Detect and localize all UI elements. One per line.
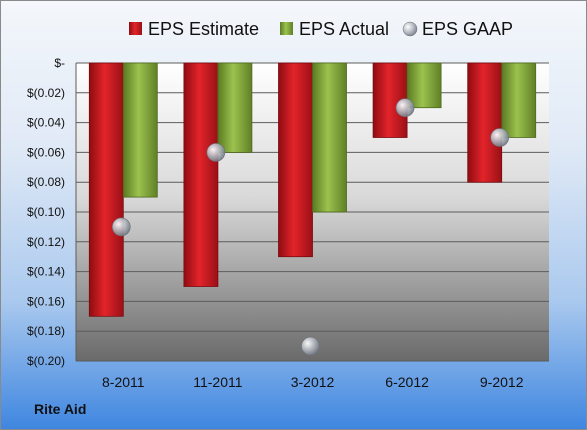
- y-tick-label: $(0.04): [27, 116, 65, 130]
- actual-bar: [312, 62, 347, 213]
- y-tick-label: $(0.20): [27, 354, 65, 368]
- y-tick-label: $(0.18): [27, 324, 65, 338]
- y-axis-ticks: $- $(0.02) $(0.04) $(0.06) $(0.08) $(0.10) $(0…: [27, 56, 65, 368]
- legend-label: EPS Actual: [299, 19, 389, 39]
- y-tick-label: $(0.14): [27, 265, 65, 279]
- y-tick-label: $-: [54, 56, 65, 70]
- x-tick-label: 3-2012: [291, 374, 335, 390]
- estimate-bar: [88, 62, 124, 317]
- x-tick-label: 11-2011: [193, 374, 243, 390]
- actual-bar: [406, 62, 442, 109]
- y-tick-label: $(0.08): [27, 175, 65, 189]
- y-tick-label: $(0.12): [27, 235, 65, 249]
- gaap-point: [395, 98, 415, 117]
- gaap-point: [112, 217, 131, 237]
- y-tick-label: $(0.02): [27, 86, 65, 100]
- y-tick-label: $(0.16): [27, 294, 65, 308]
- gaap-point: [490, 128, 510, 147]
- bars: [88, 62, 537, 317]
- y-tick-label: $(0.10): [27, 205, 65, 219]
- x-tick-label: 6-2012: [385, 374, 429, 390]
- estimate-bar: [183, 62, 219, 287]
- estimate-bar: [467, 62, 503, 183]
- actual-bar: [122, 62, 158, 198]
- gaap-points: [112, 98, 510, 356]
- x-axis-ticks: 8-2011 11-2011 3-2012 6-2012 9-2012: [102, 374, 524, 390]
- x-tick-label: 9-2012: [480, 374, 524, 390]
- y-tick-label: $(0.06): [27, 145, 65, 159]
- x-tick-label: 8-2011: [102, 374, 145, 390]
- legend-label: EPS Estimate: [148, 19, 259, 39]
- legend-label: EPS GAAP: [422, 19, 513, 39]
- legend-swatch: [129, 22, 142, 35]
- gaap-point: [206, 143, 226, 162]
- legend: EPS Estimate EPS Actual EPS GAAP: [129, 19, 513, 39]
- company-name: Rite Aid: [34, 401, 87, 417]
- legend-swatch: [402, 21, 418, 37]
- legend-swatch: [280, 22, 293, 35]
- actual-bar: [501, 62, 537, 138]
- estimate-bar: [278, 62, 313, 258]
- actual-bar: [217, 62, 253, 153]
- gaap-point: [301, 336, 320, 356]
